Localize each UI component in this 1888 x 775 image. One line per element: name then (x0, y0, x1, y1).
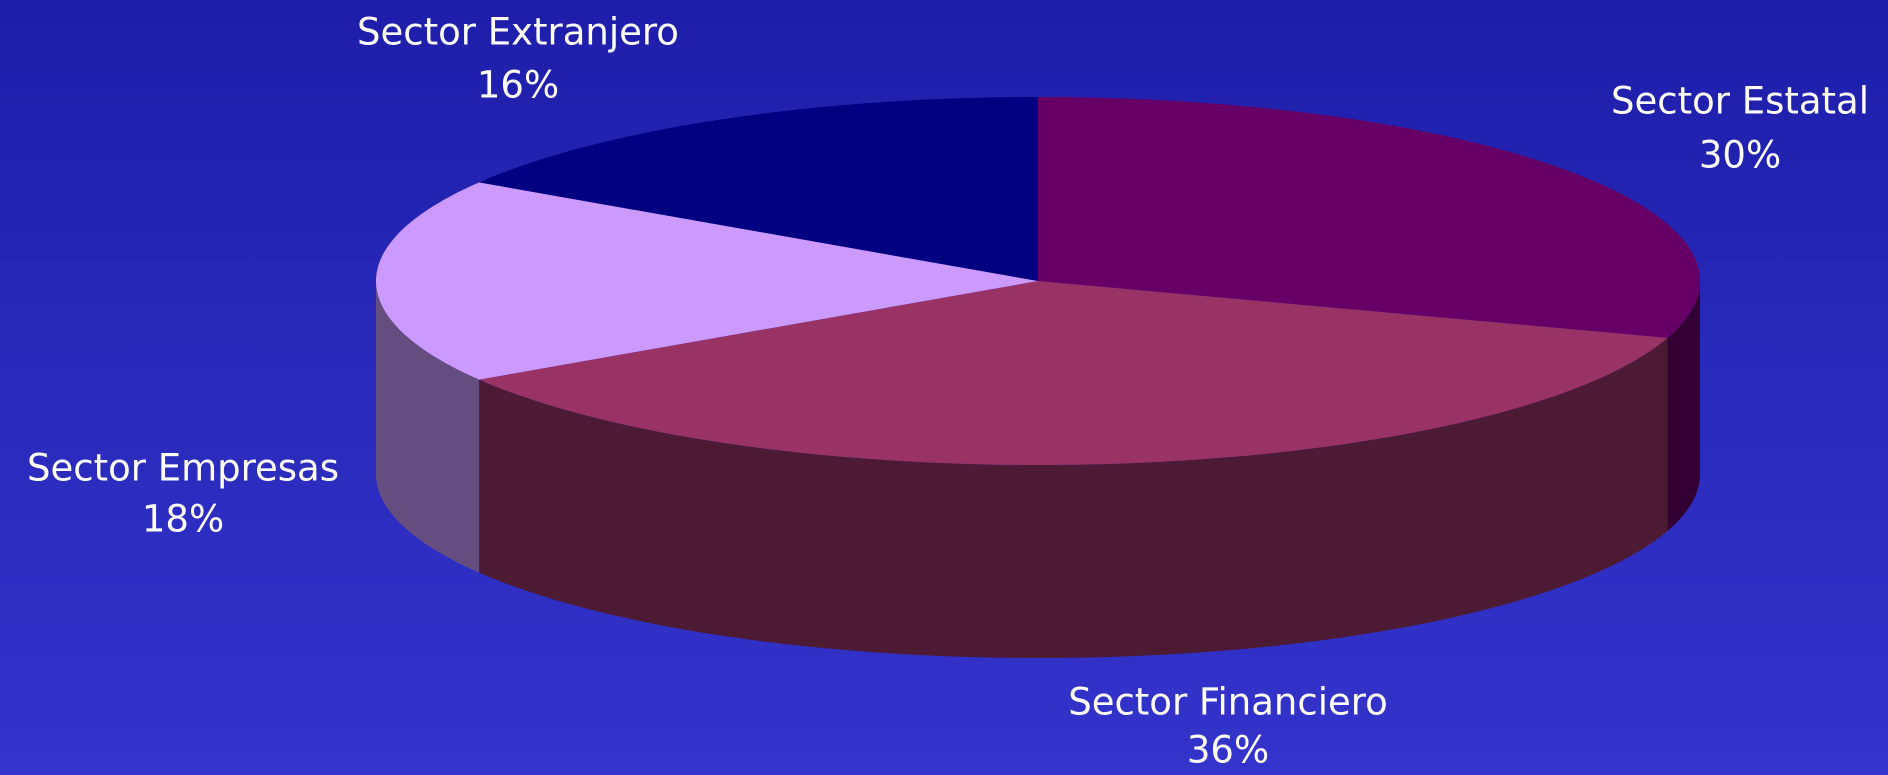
slice-label: Sector Estatal (1611, 80, 1869, 123)
slice-value-label: 30% (1699, 134, 1781, 177)
slice-value-label: 18% (142, 498, 224, 541)
slice-label: Sector Financiero (1068, 681, 1388, 724)
slice (376, 182, 1038, 380)
slice-label: Sector Extranjero (357, 11, 679, 54)
pie-tops (376, 97, 1700, 465)
slice-value-label: 36% (1187, 729, 1269, 772)
pie-labels: Sector Estatal 30% Sector Financiero 36% Sec… (27, 11, 1869, 772)
slice (479, 97, 1039, 281)
slice-wall (479, 337, 1668, 658)
slice-label: Sector Empresas (27, 447, 339, 490)
slice-wall (1667, 281, 1700, 531)
slice (1038, 97, 1700, 338)
slice-value-label: 16% (477, 64, 559, 107)
pie-walls (376, 281, 1700, 658)
slice (479, 281, 1668, 465)
slice-wall (376, 281, 480, 573)
